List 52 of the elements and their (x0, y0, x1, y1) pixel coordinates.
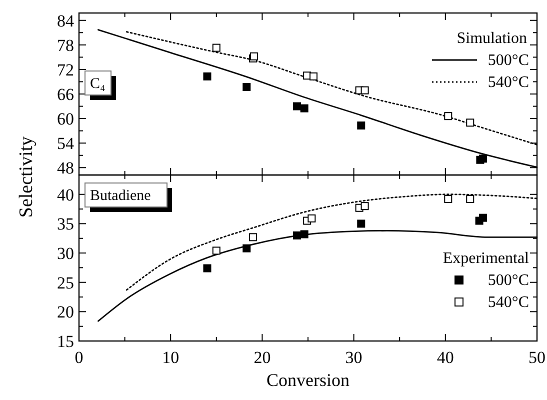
y-tick-label: 35 (57, 214, 74, 234)
point (242, 83, 251, 92)
legend-label: 540°C (488, 294, 529, 311)
point (466, 195, 474, 204)
y-tick-label: 25 (57, 273, 74, 292)
legend-label: 500°C (488, 52, 529, 69)
x-tick-label: 40 (436, 348, 454, 367)
y-tick-label: 40 (57, 185, 74, 204)
annotation: Butadiene (90, 188, 152, 204)
point (293, 231, 302, 240)
y-tick-label: 60 (57, 110, 74, 129)
point (444, 112, 452, 120)
legend-label: 500°C (488, 272, 529, 289)
legend-title: Experimental (442, 250, 530, 267)
point (212, 246, 220, 255)
point (466, 118, 474, 127)
point (444, 195, 452, 204)
x-axis-title: Conversion (266, 370, 350, 390)
y-tick-label: 66 (57, 85, 74, 104)
x-tick-label: 20 (254, 348, 271, 367)
y-axis-title: Selectivity (16, 136, 37, 218)
y-tick-label: 54 (57, 134, 74, 154)
point (309, 72, 318, 80)
legend-label: 540°C (488, 74, 529, 91)
point (360, 86, 369, 94)
point (478, 214, 487, 222)
y-tick-label: 48 (57, 158, 74, 178)
x-tick-label: 10 (162, 348, 180, 367)
point (357, 122, 366, 130)
point (300, 230, 308, 238)
point (357, 220, 366, 228)
x-tick-label: 50 (528, 348, 546, 367)
y-tick-label: 78 (57, 36, 74, 55)
point (308, 214, 316, 222)
point (360, 202, 369, 210)
legend-title: Simulation (456, 30, 527, 47)
x-tick-label: 0 (74, 348, 84, 367)
y-tick-label: 72 (57, 60, 74, 80)
point (293, 102, 302, 110)
point (300, 104, 308, 112)
y-tick-label: 84 (57, 11, 74, 30)
point (478, 154, 487, 163)
point (249, 233, 258, 242)
point (203, 264, 212, 272)
point (212, 44, 220, 52)
x-tick-label: 30 (345, 348, 362, 367)
point (242, 244, 251, 252)
point (203, 72, 212, 80)
y-tick-label: 20 (57, 302, 74, 322)
y-tick-label: 30 (57, 244, 74, 264)
annotation: C₄ (90, 76, 106, 92)
y-tick-label: 15 (57, 332, 74, 351)
